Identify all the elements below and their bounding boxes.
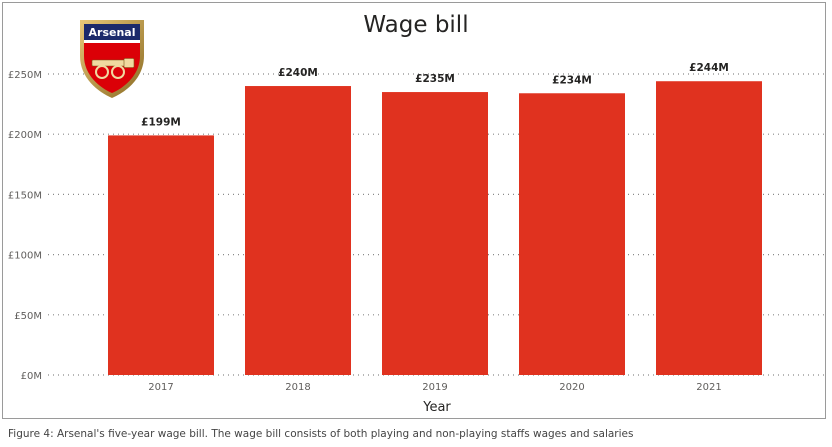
- data-labels: £199M £240M £235M £234M £244M: [141, 62, 729, 128]
- x-axis-label: Year: [422, 400, 451, 415]
- x-tick-label: 2020: [559, 382, 584, 393]
- x-tick-label: 2021: [696, 382, 721, 393]
- bar-2018: [245, 86, 351, 375]
- data-label: £244M: [689, 62, 729, 74]
- x-tick-label: 2017: [148, 382, 173, 393]
- y-tick-label: £0M: [21, 371, 42, 382]
- data-label: £240M: [278, 67, 318, 79]
- x-tick-label: 2018: [285, 382, 310, 393]
- y-tick-label: £200M: [8, 130, 42, 141]
- y-tick-label: £50M: [14, 311, 42, 322]
- bar-2021: [656, 81, 762, 375]
- bar-2020: [519, 93, 625, 375]
- data-label: £234M: [552, 74, 592, 86]
- data-label: £199M: [141, 116, 181, 128]
- y-tick-label: £250M: [8, 70, 42, 81]
- y-axis-ticks: £0M £50M £100M £150M £200M £250M: [8, 70, 42, 382]
- bar-chart: £0M £50M £100M £150M £200M £250M £199M £240M £2…: [8, 62, 826, 415]
- figure-caption: Figure 4: Arsenal's five-year wage bill.…: [8, 428, 634, 440]
- crest-lettering: Arsenal: [89, 26, 136, 39]
- y-tick-label: £100M: [8, 251, 42, 262]
- bar-2017: [108, 135, 214, 375]
- x-tick-label: 2019: [422, 382, 447, 393]
- data-label: £235M: [415, 73, 455, 85]
- x-axis-ticks: 2017 2018 2019 2020 2021: [148, 382, 721, 393]
- bars: [108, 81, 762, 375]
- chart-title: Wage bill: [363, 12, 469, 38]
- y-tick-label: £150M: [8, 190, 42, 201]
- bar-2019: [382, 92, 488, 375]
- arsenal-crest-logo: Arsenal: [80, 20, 144, 98]
